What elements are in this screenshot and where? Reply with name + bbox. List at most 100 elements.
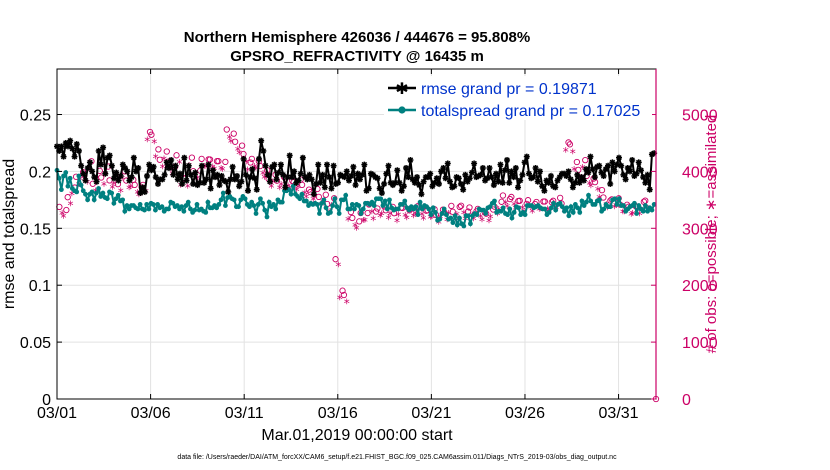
rmse-point (462, 171, 469, 178)
totalspread-point (511, 209, 517, 215)
totalspread-point (126, 206, 132, 212)
rmse-point (223, 178, 230, 185)
rmse-point (378, 190, 385, 197)
possible-obs-point (499, 192, 507, 199)
possible-obs-point (247, 159, 254, 166)
totalspread-point (601, 206, 607, 212)
rmse-point (622, 176, 629, 183)
totalspread-point (223, 203, 228, 208)
assimilated-obs-point: * (312, 191, 318, 205)
assimilated-obs-point: * (178, 180, 184, 194)
chart-title: Northern Hemisphere 426036 / 444676 = 95… (184, 29, 530, 46)
totalspread-point (419, 206, 425, 212)
rmse-point (130, 154, 137, 161)
assimilated-obs-point: * (84, 177, 90, 191)
rmse-point (306, 171, 313, 178)
assimilated-obs-point: * (612, 201, 618, 215)
assimilated-obs-point: * (504, 201, 510, 215)
assimilated-obs-point: * (243, 156, 249, 170)
rmse-point (154, 180, 161, 187)
totalspread-point (247, 204, 252, 210)
assimilated-obs-point: * (637, 209, 643, 223)
rmse-point (60, 153, 67, 160)
possible-obs-point (215, 158, 222, 165)
rmse-point (207, 185, 214, 192)
possible-obs-point (516, 197, 523, 204)
totalspread-point (614, 202, 620, 207)
possible-obs-point (223, 126, 230, 133)
rmse-point (407, 157, 414, 164)
totalspread-point (432, 209, 438, 215)
assimilated-obs-point: * (68, 198, 74, 212)
rmse-point (249, 166, 256, 173)
totalspread-point (566, 213, 572, 219)
assimilated-obs-point: * (61, 211, 67, 225)
assimilated-obs-point: * (478, 211, 484, 225)
rmse-point (345, 177, 352, 184)
totalspread-point (144, 202, 150, 207)
totalspread-point (607, 204, 613, 210)
x-tick-label: 03/21 (411, 405, 451, 422)
totalspread-point (358, 211, 364, 216)
assimilated-obs-point: * (420, 213, 426, 227)
totalspread-point (542, 206, 548, 212)
totalspread-point (236, 204, 241, 210)
totalspread-point (395, 206, 401, 212)
rmse-point (565, 168, 572, 175)
assimilated-obs-point: * (444, 214, 450, 228)
rmse-point (356, 176, 363, 183)
totalspread-point (498, 208, 504, 214)
rmse-point (646, 186, 653, 193)
totalspread-point (492, 198, 497, 204)
assimilated-obs-point: * (519, 203, 525, 217)
rmse-point (414, 174, 421, 181)
assimilated-obs-point: * (168, 164, 174, 178)
totalspread-point (430, 205, 436, 211)
rmse-point (517, 177, 524, 184)
assimilated-obs-point: * (185, 181, 191, 195)
assimilated-obs-point: * (545, 204, 551, 218)
legend-spread-marker (398, 106, 406, 114)
totalspread-point (579, 198, 585, 204)
rmse-point (135, 165, 142, 171)
rmse-point (365, 185, 372, 192)
rmse-point (613, 161, 620, 168)
totalspread-point (76, 173, 82, 179)
rmse-point (352, 182, 359, 189)
x-tick-label: 03/06 (131, 405, 171, 422)
totalspread-point (474, 212, 480, 218)
totalspread-point (483, 211, 489, 216)
rmse-point (418, 191, 425, 198)
rmse-point (93, 178, 100, 185)
assimilated-obs-point: * (427, 212, 433, 226)
rmse-point (504, 157, 511, 164)
y-tick-label: 0.1 (29, 278, 51, 295)
x-tick-label: 03/31 (599, 405, 639, 422)
rmse-point (165, 165, 172, 171)
assimilated-obs-point: * (245, 165, 251, 179)
totalspread-point (85, 197, 91, 203)
possible-obs-point (238, 142, 246, 149)
possible-obs-point (566, 141, 574, 148)
rmse-point (411, 179, 418, 186)
rmse-point (108, 162, 115, 169)
rmse-point (374, 175, 381, 182)
rmse-point (326, 174, 333, 181)
assimilated-obs-point: * (268, 181, 274, 195)
assimilated-obs-point: * (335, 260, 341, 274)
rmse-point (521, 159, 528, 166)
totalspread-point (417, 199, 423, 205)
rmse-point (567, 176, 574, 183)
assimilated-obs-point: * (379, 208, 385, 222)
possible-obs-point (448, 202, 455, 210)
totalspread-point (457, 215, 462, 221)
rmse-point (128, 174, 135, 181)
assimilated-obs-point: * (176, 157, 182, 171)
totalspread-point (349, 202, 355, 207)
totalspread-point (467, 221, 473, 227)
rmse-point (525, 170, 532, 177)
rmse-point (348, 172, 355, 179)
rmse-point (359, 171, 366, 178)
rmse-point (168, 157, 175, 164)
rmse-point (264, 171, 271, 178)
